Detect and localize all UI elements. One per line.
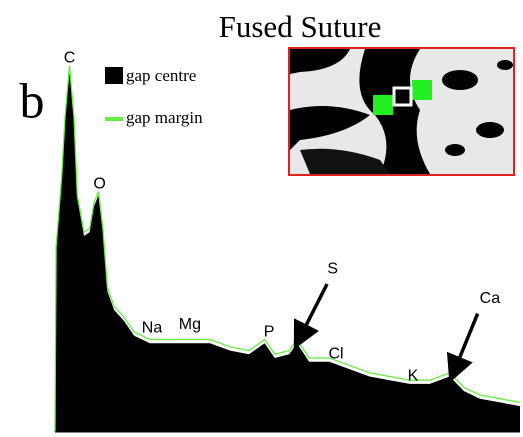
chart-title: Fused Suture (219, 9, 382, 44)
chart: Fused Suture b gap centre gap margin C O N… (0, 0, 523, 437)
annotation: Mg (179, 316, 201, 333)
annotation-arrow (297, 284, 327, 343)
panel-label: b (20, 72, 45, 128)
legend-label: gap margin (126, 108, 203, 127)
annotation: O (93, 175, 105, 192)
annotation: K (408, 368, 419, 385)
annotation: Na (142, 320, 163, 337)
annotation: S (327, 260, 338, 277)
annotation: C (64, 50, 76, 67)
legend-label: gap centre (126, 66, 196, 85)
annotation: Ca (480, 290, 501, 307)
inset-image (289, 48, 514, 175)
annotation-arrow (452, 314, 478, 377)
legend-swatch (105, 67, 123, 84)
annotation: Cl (328, 346, 343, 363)
annotation: P (264, 323, 275, 340)
